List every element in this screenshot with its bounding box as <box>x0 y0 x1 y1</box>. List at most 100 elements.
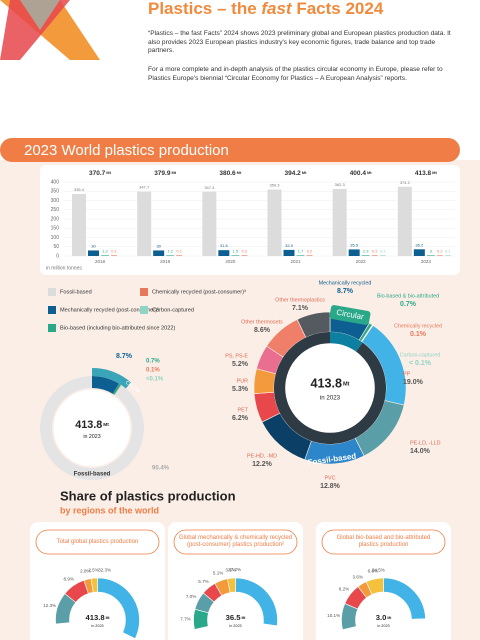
slice-value: 0.7% <box>400 301 417 308</box>
card-label: Global bio-based and bio-attributed plas… <box>336 535 431 548</box>
donut-slice <box>202 583 223 603</box>
bar-value-label: 1.7 <box>298 248 304 253</box>
slice-label: <0.1% <box>146 377 164 383</box>
slice-value: 7.1% <box>292 305 309 312</box>
bar-value-label: 1.2 <box>102 248 108 253</box>
axis-note: in million tonnes <box>46 265 82 271</box>
page-title: Plastics – the fast Facts 2024 <box>148 0 384 18</box>
slice-value: 10.1% <box>327 613 340 618</box>
card-label: Total global plastics production <box>56 538 139 545</box>
y-tick-label: 200 <box>51 216 60 222</box>
text-part: 370.7 <box>89 170 106 177</box>
card-label-box: Global mechanically & chemically recycle… <box>179 535 292 548</box>
slice-label: 90.4% <box>152 466 170 472</box>
title-part: Plastics – the <box>148 0 261 18</box>
bar <box>283 249 295 256</box>
legend-swatch <box>140 306 148 314</box>
slice-name: PP <box>403 371 411 377</box>
y-tick-label: 350 <box>51 189 60 195</box>
slice-name: PET <box>238 407 249 413</box>
slice-name: Bio-based & bio-attributed <box>377 293 439 299</box>
donut-slice <box>235 577 278 627</box>
x-tick-label: 2020 <box>225 259 236 264</box>
text-part: 413.8 <box>75 419 102 431</box>
bar <box>348 249 360 256</box>
donut-slice <box>344 586 367 610</box>
bar-value-label: 362.3 <box>335 182 346 187</box>
circular-ring <box>330 332 363 353</box>
card-label-box: Global bio-based and bio-attributed plas… <box>336 535 431 548</box>
x-tick-label: 2019 <box>160 259 171 264</box>
text-part: 380.6 <box>219 170 236 177</box>
slice-value: 24.5% <box>372 567 385 572</box>
slice-value: 12.3% <box>43 603 56 608</box>
donut-slice <box>92 376 120 394</box>
bar-value-label: 32.9 <box>285 243 294 248</box>
bar <box>444 255 451 256</box>
regions-title: Share of plastics production <box>60 488 236 503</box>
bar <box>332 188 347 256</box>
bar <box>306 255 313 256</box>
slice-label: 8.7% <box>116 353 133 360</box>
bar <box>397 186 412 256</box>
bar-value-label: 0.1 <box>380 248 386 253</box>
slice-value: 5.2% <box>232 361 249 368</box>
donut-total: 3.0Mt <box>376 613 392 622</box>
legend-label: Chemically recycled (post-consumer)³ <box>152 289 246 295</box>
donut-slice <box>214 578 231 597</box>
donut-slice <box>365 577 384 595</box>
legend-label: Carbon-captured <box>152 307 194 313</box>
card-pill <box>321 529 446 555</box>
section-banner <box>0 138 460 162</box>
slice-name: Carbon-captured <box>400 352 440 358</box>
fossil-label: Fossil-based <box>74 472 111 478</box>
y-tick-label: 0 <box>56 253 59 259</box>
slice-value: 2.8% <box>80 569 90 574</box>
card-pill <box>173 529 298 555</box>
bar <box>137 191 152 256</box>
x-tick-label: 2023 <box>421 259 432 264</box>
text-part: 413.8 <box>85 613 105 622</box>
text-part: Mt <box>367 170 372 175</box>
bar <box>361 255 370 256</box>
text-part: 413.8 <box>415 170 432 177</box>
text-part: Mt <box>343 382 350 388</box>
donut-total: 36.5Mt <box>226 613 247 622</box>
bar-value-label: 347.7 <box>139 185 150 190</box>
bar-value-label: 0.1 <box>445 248 451 253</box>
slice-value: 5.1% <box>213 570 223 575</box>
donut-slice <box>341 603 359 631</box>
circular-band <box>92 368 132 389</box>
bar <box>241 255 248 256</box>
y-tick-label: 400 <box>51 179 60 185</box>
card-pill <box>35 529 160 555</box>
text-part: 379.9 <box>154 170 171 177</box>
text-part: 400.4 <box>350 170 367 177</box>
bar <box>72 193 86 256</box>
text-part: 413.8 <box>310 377 342 391</box>
bar-value-label: 30 <box>156 244 161 249</box>
slice-value: 0.1% <box>410 331 427 338</box>
bar <box>176 255 183 256</box>
bar <box>166 255 175 256</box>
total-label: 413.8Mt <box>415 170 438 177</box>
donut-slice <box>383 577 426 620</box>
bar-value-label: 3 <box>430 248 433 253</box>
y-tick-label: 250 <box>51 207 60 213</box>
slice-name: PS, PS-E <box>225 353 248 359</box>
y-tick-label: 300 <box>51 198 60 204</box>
donut-slice <box>55 593 77 625</box>
y-tick-label: 50 <box>53 244 59 250</box>
slice-name: PE-HD, -MD <box>247 453 277 459</box>
slice-value: 6.8% <box>368 568 378 573</box>
donut-slice <box>193 608 209 630</box>
x-tick-label: 2018 <box>95 259 106 264</box>
text-part: 3.0 <box>376 613 387 622</box>
bar <box>153 250 165 256</box>
x-tick-label: 2021 <box>290 259 301 264</box>
slice-value: 5.7% <box>198 579 208 584</box>
slice-name: Other thermoplastics <box>275 297 325 303</box>
donut-year: in 2023 <box>83 434 100 440</box>
title-part: fast <box>261 0 293 18</box>
donut-slice <box>114 384 122 395</box>
